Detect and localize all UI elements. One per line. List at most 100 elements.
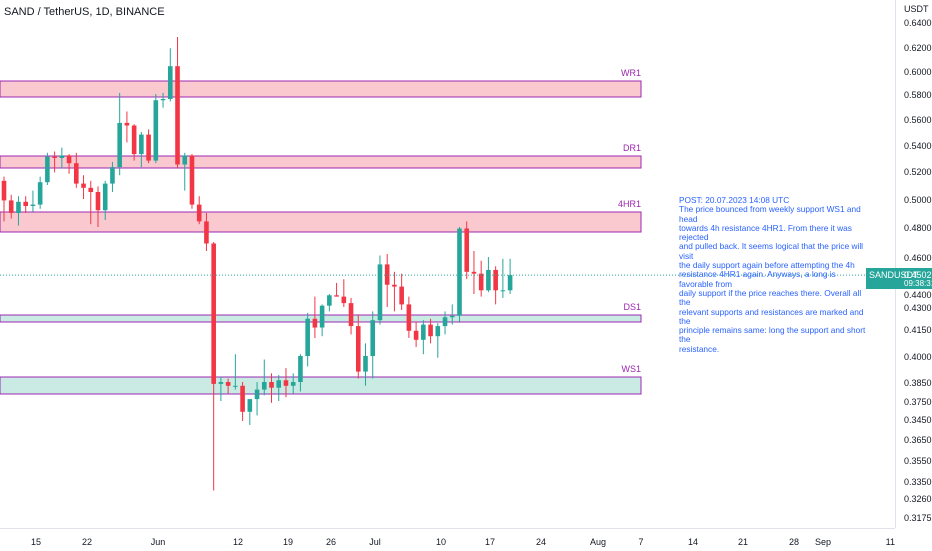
post-line: resistance 4HR1 again. Anyways, a long i… (679, 269, 836, 289)
candle-body[interactable] (276, 380, 282, 388)
candle-body[interactable] (283, 380, 289, 386)
candle-body[interactable] (327, 295, 332, 306)
candle-body[interactable] (384, 264, 390, 285)
candle-body[interactable] (435, 326, 441, 337)
candle-body[interactable] (261, 382, 267, 390)
candle-body[interactable] (399, 286, 404, 305)
last-price-symbol: SANDUSDT (869, 270, 919, 280)
candle-body[interactable] (428, 324, 433, 337)
zone-wr1 (0, 80, 642, 98)
candle-body[interactable] (211, 243, 216, 384)
price-tick: 0.4000 (904, 352, 932, 362)
time-tick: 12 (232, 537, 244, 547)
candle-body[interactable] (45, 156, 50, 183)
candle-body[interactable] (413, 330, 419, 340)
candle-body[interactable] (124, 122, 130, 126)
candle-body[interactable] (189, 155, 195, 205)
candle-body[interactable] (95, 192, 101, 211)
time-tick: Jun (150, 537, 166, 547)
candle-body[interactable] (341, 296, 347, 304)
candle-body[interactable] (377, 264, 383, 321)
candle-body[interactable] (16, 201, 21, 213)
price-axis[interactable]: USDT 0.6400 0.6200 0.6000 0.5800 0.5600 … (895, 0, 932, 528)
candle-body[interactable] (160, 99, 166, 101)
candle-body[interactable] (182, 155, 188, 165)
candle-body[interactable] (449, 315, 455, 318)
candle-body[interactable] (478, 273, 484, 291)
time-tick: 10 (435, 537, 447, 547)
candle-body[interactable] (486, 269, 491, 291)
post-line: principle remains same: long the support… (679, 325, 866, 345)
candle-body[interactable] (348, 303, 354, 327)
candle-body[interactable] (233, 385, 238, 387)
price-tick: 0.5000 (904, 195, 932, 205)
candle-body[interactable] (493, 269, 498, 291)
candle-body[interactable] (225, 382, 231, 386)
candle-body[interactable] (139, 134, 144, 155)
candle-body[interactable] (8, 200, 14, 213)
time-tick: 15 (30, 537, 42, 547)
candle-body[interactable] (406, 304, 412, 331)
time-tick: 17 (484, 537, 496, 547)
candle-body[interactable] (240, 385, 245, 412)
post-annotation: POST: 20.07.2023 14:08 UTC The price bou… (679, 195, 867, 354)
candle-body[interactable] (507, 275, 513, 291)
candle-body[interactable] (457, 228, 462, 316)
last-price-value: 0.4502 (904, 270, 932, 280)
zone-label-ds1: DS1 (623, 302, 641, 312)
candle-body[interactable] (442, 317, 448, 327)
post-line: The price bounced from weekly support WS… (679, 204, 861, 224)
candle-body[interactable] (102, 183, 108, 211)
candle-body[interactable] (218, 382, 224, 384)
candle-body[interactable] (117, 122, 122, 168)
price-tick: 0.4400 (904, 290, 932, 300)
candle-body[interactable] (254, 389, 260, 400)
post-line: and pulled back. It seems logical that t… (679, 241, 864, 261)
candle-body[interactable] (146, 134, 151, 161)
time-axis[interactable]: 15 22 Jun 12 19 26 Jul 10 17 24 Aug 7 14… (0, 528, 895, 551)
candle-body[interactable] (59, 155, 65, 158)
candle-body[interactable] (464, 228, 470, 272)
candle-body[interactable] (471, 271, 477, 274)
price-tick: 0.3350 (904, 477, 932, 487)
candle-body[interactable] (305, 318, 310, 356)
candle-body[interactable] (88, 187, 94, 192)
candle-body[interactable] (290, 382, 296, 386)
candle-body[interactable] (298, 356, 303, 382)
zone-label-wr1: WR1 (621, 68, 641, 78)
candle-body[interactable] (131, 125, 137, 155)
candle-body[interactable] (247, 399, 253, 412)
candle-body[interactable] (52, 156, 57, 158)
candle-body[interactable] (334, 295, 339, 297)
post-line: towards 4h resistance 4HR1. From there i… (679, 222, 852, 243)
candlestick-chart[interactable]: WR1 DR1 4HR1 DS1 WS1 (0, 0, 895, 528)
candle-body[interactable] (23, 201, 28, 206)
time-tick: Jul (369, 537, 381, 547)
candle-body[interactable] (500, 290, 506, 292)
candle-body[interactable] (167, 66, 173, 99)
candle-body[interactable] (30, 204, 36, 206)
candle-body[interactable] (269, 382, 274, 388)
candle-body[interactable] (421, 324, 426, 340)
candle-body[interactable] (81, 183, 86, 188)
candle-body[interactable] (363, 356, 368, 372)
candle-body[interactable] (392, 284, 397, 287)
candle-body[interactable] (312, 318, 318, 328)
chart-area[interactable]: WR1 DR1 4HR1 DS1 WS1 SAND / TetherUS, 1D, BI… (0, 0, 895, 528)
candle-body[interactable] (204, 221, 209, 244)
candle-body[interactable] (355, 326, 361, 372)
candle-body[interactable] (196, 204, 202, 222)
time-tick: 14 (687, 537, 699, 547)
candle-body[interactable] (1, 180, 7, 201)
candle-body[interactable] (66, 155, 72, 164)
price-tick: 0.5400 (904, 141, 932, 151)
candle-body[interactable] (153, 100, 159, 161)
candle-body[interactable] (319, 305, 325, 328)
candle-body[interactable] (74, 163, 79, 184)
candle-body[interactable] (37, 182, 43, 205)
candle-body[interactable] (175, 66, 180, 165)
candle-body[interactable] (370, 320, 376, 356)
candle-countdown: 09:38:31 (904, 279, 932, 288)
price-tick: 0.5200 (904, 167, 932, 177)
candle-body[interactable] (110, 167, 115, 184)
